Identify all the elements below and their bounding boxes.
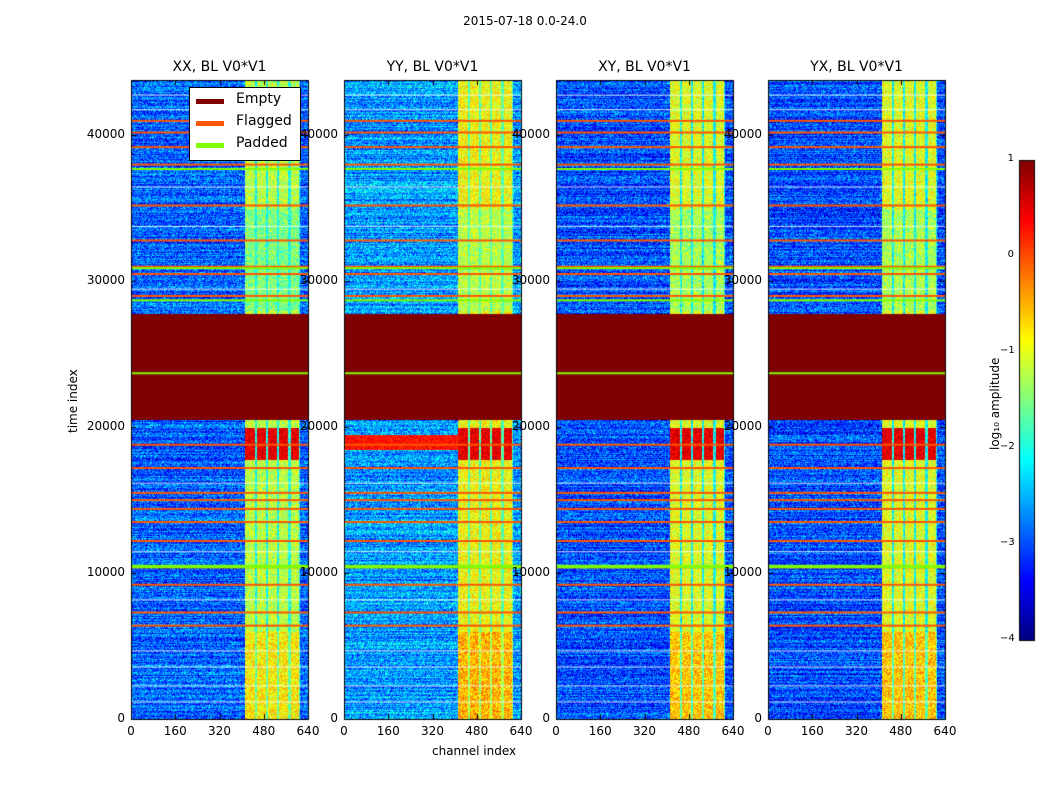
figure-canvas xyxy=(0,0,1050,800)
